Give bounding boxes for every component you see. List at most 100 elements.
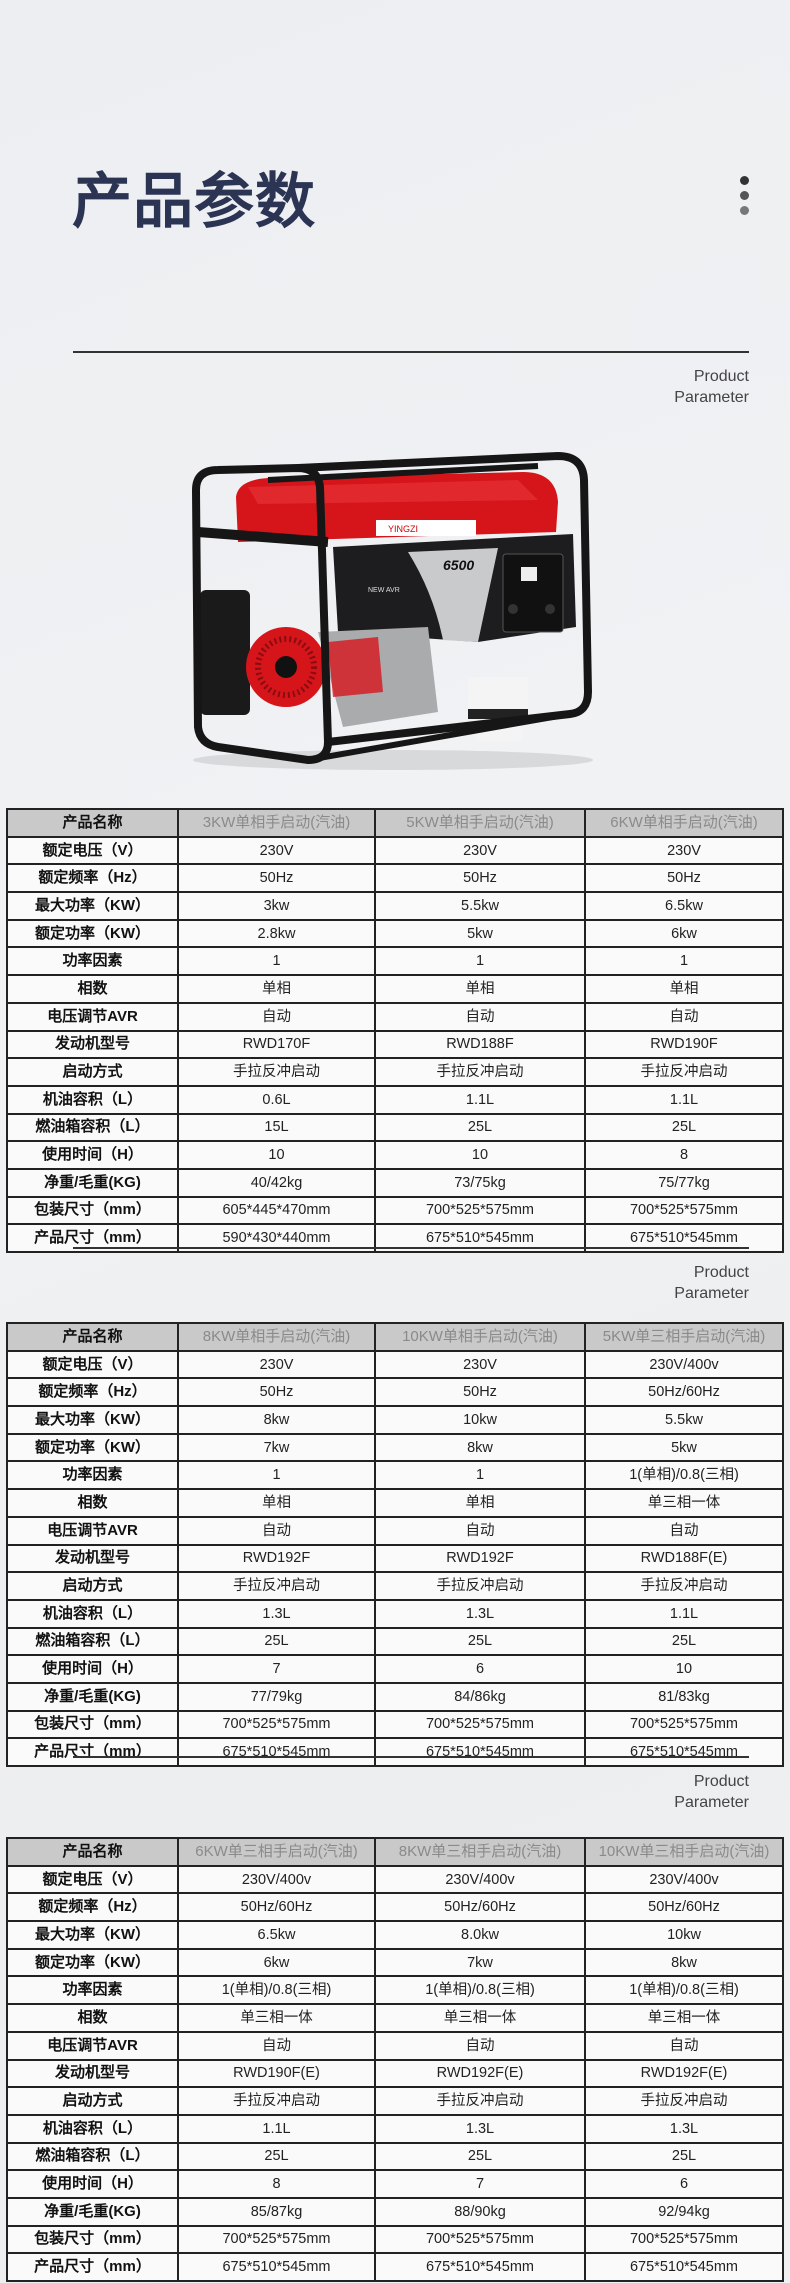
spec-value: 25L [374,2141,586,2172]
spec-value: 1(单相)/0.8(三相) [584,1975,784,2006]
spec-value: 手拉反冲启动 [374,1571,586,1601]
spec-value: 5kw [374,918,586,949]
spec-value: 75/77kg [584,1167,784,1198]
spec-value: 1.3L [177,1598,376,1629]
row-label: 电压调节AVR [6,1001,179,1032]
row-label: 净重/毛重(KG) [6,1681,179,1712]
row-label: 燃油箱容积（L） [6,2141,179,2172]
spec-value: 230V [177,1349,376,1380]
spec-value: 77/79kg [177,1681,376,1712]
table-row: 额定电压（V） 230V 230V 230V/400v [6,1349,784,1380]
spec-value: 230V/400v [584,1864,784,1895]
spec-value: 手拉反冲启动 [584,1057,784,1087]
row-label: 使用时间（H） [6,1140,179,1170]
spec-value: 自动 [177,2030,376,2061]
table-row: 净重/毛重(KG) 40/42kg 73/75kg 75/77kg [6,1167,784,1198]
table-row: 启动方式 手拉反冲启动 手拉反冲启动 手拉反冲启动 [6,1057,784,1087]
spec-value: 1.3L [374,2113,586,2144]
row-label: 使用时间（H） [6,2169,179,2199]
row-label: 包装尺寸（mm） [6,2224,179,2255]
spec-value: 单三相一体 [584,1488,784,1518]
table-header-row: 产品名称 3KW单相手启动(汽油) 5KW单相手启动(汽油) 6KW单相手启动(汽油) [6,808,784,838]
spec-value: 自动 [177,1515,376,1546]
spec-value: 25L [584,1112,784,1143]
spec-value: 50Hz/60Hz [374,1892,586,1923]
table-row: 功率因素 1 1 1 [6,946,784,977]
spec-table-1: 产品名称 3KW单相手启动(汽油) 5KW单相手启动(汽油) 6KW单相手启动(汽油)… [6,808,784,1253]
product-name-header: 10KW单三相手启动(汽油) [584,1837,784,1867]
row-label: 使用时间（H） [6,1654,179,1684]
table-row: 包装尺寸（mm） 605*445*470mm 700*525*575mm 700*52… [6,1195,784,1226]
section-label-line2: Parameter [674,389,749,406]
table-row: 最大功率（KW） 6.5kw 8.0kw 10kw [6,1920,784,1950]
spec-value: 700*525*575mm [374,1709,586,1740]
table-row: 包装尺寸（mm） 700*525*575mm 700*525*575mm 700*52… [6,1709,784,1740]
spec-value: 8kw [374,1432,586,1463]
spec-value: RWD192F [177,1543,376,1574]
product-name-header: 5KW单三相手启动(汽油) [584,1322,784,1352]
product-name-header: 8KW单相手启动(汽油) [177,1322,376,1352]
row-label: 净重/毛重(KG) [6,1167,179,1198]
row-label: 最大功率（KW） [6,891,179,921]
spec-value: 6kw [177,1947,376,1978]
spec-value: 1.1L [584,1598,784,1629]
spec-value: 700*525*575mm [374,1195,586,1226]
page-title: 产品参数 [72,168,316,235]
product-name-header: 8KW单三相手启动(汽油) [374,1837,586,1867]
spec-value: 230V [374,835,586,866]
spec-value: 230V [584,835,784,866]
table-row: 电压调节AVR 自动 自动 自动 [6,1515,784,1546]
spec-value: 单相 [374,1488,586,1518]
spec-value: 手拉反冲启动 [177,1057,376,1087]
spec-value: 92/94kg [584,2196,784,2227]
spec-value: 8kw [584,1947,784,1978]
spec-value: 手拉反冲启动 [177,1571,376,1601]
spec-value: 1.1L [177,2113,376,2144]
spec-value: 15L [177,1112,376,1143]
section-label: Product Parameter [674,1262,749,1304]
row-label: 机油容积（L） [6,1084,179,1115]
spec-value: 6kw [584,918,784,949]
spec-value: 2.8kw [177,918,376,949]
spec-value: 1.1L [584,1084,784,1115]
divider [73,1756,749,1758]
table-row: 机油容积（L） 1.3L 1.3L 1.1L [6,1598,784,1629]
header-label: 产品名称 [6,1837,179,1867]
table-row: 使用时间（H） 7 6 10 [6,1654,784,1684]
table-row: 电压调节AVR 自动 自动 自动 [6,1001,784,1032]
table-row: 净重/毛重(KG) 85/87kg 88/90kg 92/94kg [6,2196,784,2227]
spec-value: 1 [177,1460,376,1491]
spec-value: 1 [177,946,376,977]
spec-value: 700*525*575mm [584,1709,784,1740]
row-label: 净重/毛重(KG) [6,2196,179,2227]
spec-value: 675*510*545mm [584,2252,784,2282]
spec-value: 1(单相)/0.8(三相) [374,1975,586,2006]
table-row: 发动机型号 RWD190F(E) RWD192F(E) RWD192F(E) [6,2058,784,2089]
spec-value: 84/86kg [374,1681,586,1712]
row-label: 额定电压（V） [6,1349,179,1380]
row-label: 包装尺寸（mm） [6,1709,179,1740]
spec-value: 50Hz [374,863,586,894]
spec-value: 50Hz [374,1377,586,1408]
spec-value: RWD192F [374,1543,586,1574]
spec-value: 700*525*575mm [584,1195,784,1226]
row-label: 相数 [6,2003,179,2033]
spec-value: 40/42kg [177,1167,376,1198]
table-row: 燃油箱容积（L） 25L 25L 25L [6,2141,784,2172]
spec-value: 675*510*545mm [374,2252,586,2282]
table-row: 额定频率（Hz） 50Hz 50Hz 50Hz [6,863,784,894]
spec-value: 700*525*575mm [177,2224,376,2255]
spec-value: RWD188F [374,1029,586,1060]
spec-value: 单相 [177,1488,376,1518]
spec-value: 1.1L [374,1084,586,1115]
spec-value: 手拉反冲启动 [374,2086,586,2116]
table-row: 净重/毛重(KG) 77/79kg 84/86kg 81/83kg [6,1681,784,1712]
product-name-header: 3KW单相手启动(汽油) [177,808,376,838]
spec-value: 7 [177,1654,376,1684]
spec-value: 8 [584,1140,784,1170]
spec-value: 3kw [177,891,376,921]
row-label: 额定电压（V） [6,835,179,866]
table-row: 燃油箱容积（L） 15L 25L 25L [6,1112,784,1143]
spec-value: 675*510*545mm [584,1737,784,1767]
row-label: 最大功率（KW） [6,1920,179,1950]
